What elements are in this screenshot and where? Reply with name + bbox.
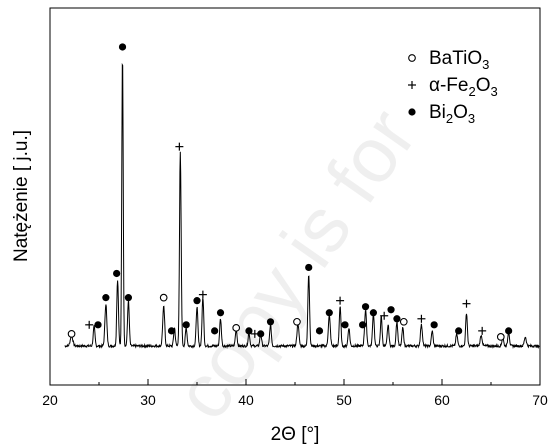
legend-subscript: 2 (446, 111, 453, 126)
bi2o3-marker (369, 309, 377, 317)
bi2o3-marker (216, 309, 225, 317)
bi2o3-marker (361, 303, 370, 311)
bi2o3-marker (118, 43, 127, 51)
x-tick-label: 40 (238, 392, 254, 408)
bi2o3-marker (387, 306, 395, 314)
bi2o3-marker (182, 321, 190, 329)
legend-bi2o3-marker (408, 108, 416, 116)
legend-text-part: α-Fe (429, 75, 468, 96)
x-tick-label: 20 (42, 392, 58, 408)
legend-subscript: 2 (468, 84, 475, 99)
x-tick-label: 30 (140, 392, 156, 408)
diffraction-pattern-line (64, 62, 540, 350)
legend-label: Bi2O3 (429, 102, 475, 126)
fe2o3-marker (417, 314, 426, 323)
bi2o3-marker (305, 263, 313, 272)
batio3-marker (399, 317, 408, 326)
bi2o3-marker (94, 321, 102, 329)
fe2o3-marker (198, 290, 207, 299)
bi2o3-marker (124, 294, 132, 302)
bi2o3-marker (359, 321, 367, 329)
bi2o3-marker (257, 330, 265, 338)
batio3-marker (159, 293, 168, 302)
legend-text-part: O (476, 75, 491, 96)
legend-label: BaTiO3 (429, 48, 489, 72)
x-tick-label: 60 (434, 392, 450, 408)
bi2o3-marker (315, 327, 324, 335)
x-axis-ticks: 20 30 40 50 60 70 (42, 379, 548, 408)
bi2o3-marker (102, 294, 110, 302)
legend-text-part: O (453, 102, 468, 123)
batio3-marker (232, 323, 241, 332)
legend-text-part: BaTiO (429, 48, 482, 69)
bi2o3-marker (266, 318, 275, 326)
fe2o3-marker (85, 320, 94, 329)
bi2o3-marker (455, 327, 463, 335)
bi2o3-marker (167, 327, 176, 335)
x-axis-title: 2Θ [°] (271, 424, 320, 445)
bi2o3-marker (505, 327, 513, 335)
legend-batio3-marker (408, 54, 416, 62)
y-axis-title: Natężenie [ j.u.] (11, 130, 32, 262)
bi2o3-marker (341, 321, 349, 329)
fe2o3-marker (462, 299, 471, 308)
bi2o3-marker (393, 315, 401, 323)
fe2o3-marker (380, 311, 389, 320)
bi2o3-marker (245, 327, 253, 335)
legend-subscript: 3 (468, 111, 475, 126)
bi2o3-marker (193, 297, 201, 305)
batio3-marker (496, 333, 505, 341)
batio3-marker (67, 330, 76, 338)
fe2o3-marker (175, 142, 184, 151)
x-tick-label: 50 (336, 392, 352, 408)
phase-markers (67, 43, 513, 341)
bi2o3-marker (113, 269, 121, 278)
bi2o3-marker (211, 327, 219, 335)
fe2o3-marker (478, 326, 487, 335)
legend-text-part: Bi (429, 102, 446, 123)
bi2o3-marker (325, 309, 333, 317)
legend-fe2o3-marker (408, 81, 416, 89)
x-tick-label: 70 (532, 392, 548, 408)
fe2o3-marker (336, 296, 345, 305)
legend-label: α-Fe2O3 (429, 75, 498, 99)
batio3-marker (293, 317, 301, 326)
bi2o3-marker (430, 321, 438, 329)
legend-subscript: 3 (491, 84, 498, 99)
legend-subscript: 3 (482, 57, 489, 72)
